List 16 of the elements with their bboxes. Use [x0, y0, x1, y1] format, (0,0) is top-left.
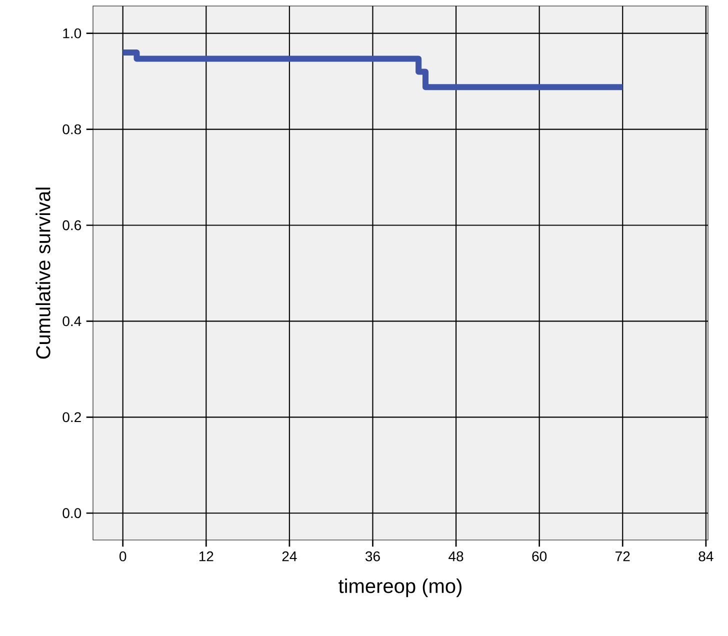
- x-tick-label: 60: [532, 551, 547, 562]
- y-tick-label: 0.8: [62, 124, 82, 134]
- x-tick-label: 48: [448, 551, 464, 562]
- y-tick-label: 0.2: [62, 412, 81, 422]
- x-tick-label: 0: [120, 551, 126, 562]
- x-tick-label: 24: [282, 551, 297, 562]
- y-tick-label: 0.6: [62, 220, 82, 230]
- x-tick-label: 72: [616, 551, 630, 562]
- x-tick-label: 36: [365, 551, 380, 562]
- x-tick-label: 12: [199, 551, 214, 562]
- y-tick-label: 0.4: [62, 316, 82, 326]
- y-axis-title: Cumulative survival: [36, 188, 50, 359]
- y-tick-label: 0.0: [62, 508, 82, 518]
- x-axis-title: timereop (mo): [338, 578, 462, 598]
- y-tick-label: 1.0: [63, 28, 82, 38]
- x-tick-label: 84: [698, 551, 714, 562]
